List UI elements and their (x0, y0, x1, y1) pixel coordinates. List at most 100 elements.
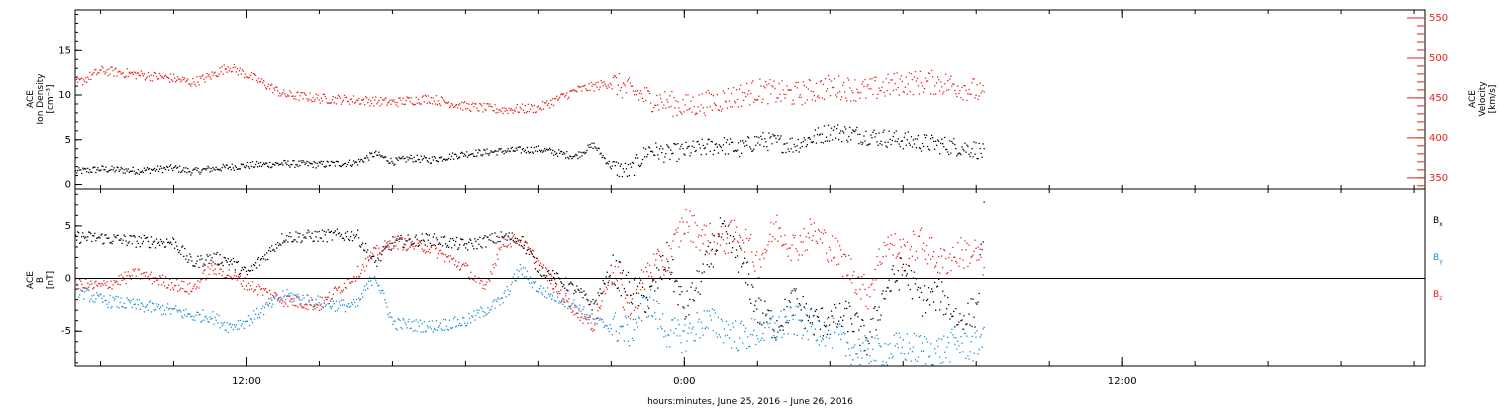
by-point (326, 299, 328, 301)
bx-point (468, 241, 470, 243)
velocity-point (513, 109, 515, 111)
density-point (972, 156, 974, 158)
velocity-point (905, 76, 907, 78)
velocity-point (308, 98, 310, 101)
bz-point (94, 282, 96, 284)
density-point (168, 169, 170, 171)
bx-point (681, 291, 683, 293)
velocity-point (965, 89, 967, 91)
velocity-point (451, 104, 454, 106)
bz-point (233, 274, 235, 277)
bx-point (756, 308, 758, 310)
bx-point (659, 277, 661, 279)
by-point (299, 299, 301, 301)
bx-point (119, 239, 121, 241)
density-point (576, 154, 578, 157)
density-point (267, 165, 269, 167)
velocity-point (871, 78, 873, 80)
density-point (759, 144, 761, 146)
bz-point (391, 248, 393, 250)
bz-point (516, 242, 518, 244)
density-point (797, 138, 799, 141)
velocity-point (431, 103, 433, 105)
by-point (405, 324, 407, 326)
by-point (816, 339, 819, 341)
by-point (128, 300, 130, 302)
velocity-point (355, 99, 358, 101)
by-point (900, 352, 902, 354)
velocity-point (215, 75, 217, 77)
bz-point (325, 298, 327, 300)
velocity-point (115, 67, 117, 69)
bx-point (839, 302, 841, 305)
velocity-point (860, 91, 862, 94)
velocity-point (152, 75, 155, 77)
by-point (176, 309, 178, 311)
velocity-point (983, 91, 985, 93)
by-point (791, 315, 793, 317)
by-point (927, 356, 930, 358)
bz-point (250, 288, 253, 290)
bz-point (527, 246, 529, 248)
by-point (231, 324, 233, 326)
density-point (411, 158, 413, 160)
density-point (671, 153, 673, 155)
velocity-point (311, 101, 313, 103)
velocity-point (791, 103, 793, 105)
bz-point (149, 273, 152, 276)
bz-point (886, 244, 888, 246)
bz-point (961, 249, 963, 251)
bx-point (131, 243, 133, 245)
density-point (511, 146, 513, 148)
bz-point (332, 293, 334, 295)
velocity-point (581, 90, 583, 92)
bz-point (169, 278, 171, 280)
bx-point (90, 233, 92, 235)
velocity-point (393, 99, 395, 101)
density-point (890, 143, 892, 146)
velocity-point (892, 89, 894, 91)
velocity-point (121, 72, 123, 74)
bz-point (394, 236, 396, 238)
by-point (716, 336, 718, 338)
density-point (229, 166, 231, 168)
bz-point (581, 313, 583, 315)
velocity-point (77, 81, 79, 83)
by-point (838, 333, 840, 335)
velocity-point (751, 82, 753, 84)
density-point (412, 161, 414, 163)
bz-point (576, 312, 578, 314)
density-point (285, 162, 287, 164)
bz-point (956, 262, 958, 264)
velocity-point (609, 82, 611, 85)
velocity-point (775, 101, 777, 103)
by-point (762, 332, 764, 335)
density-point (918, 147, 921, 149)
bx-point (752, 286, 754, 288)
by-point (932, 364, 934, 366)
bz-point (118, 275, 120, 277)
by-point (743, 324, 745, 326)
density-point (130, 170, 132, 172)
velocity-point (874, 80, 876, 82)
bx-point (472, 245, 474, 247)
bx-point (408, 239, 410, 241)
density-point (106, 171, 108, 173)
bz-point (792, 234, 794, 236)
by-point (338, 301, 341, 303)
bx-point (734, 256, 737, 259)
velocity-point (502, 112, 504, 115)
bz-point (836, 264, 838, 266)
bx-point (541, 267, 544, 269)
by-point (487, 307, 489, 309)
by-point (402, 318, 404, 320)
bz-point (703, 224, 705, 226)
by-point (828, 337, 831, 340)
bz-point (178, 284, 180, 286)
velocity-point (689, 107, 691, 109)
bz-point (967, 265, 969, 268)
bx-point (764, 300, 766, 302)
by-point (960, 336, 962, 338)
bz-point (726, 237, 729, 239)
by-point (623, 340, 625, 342)
